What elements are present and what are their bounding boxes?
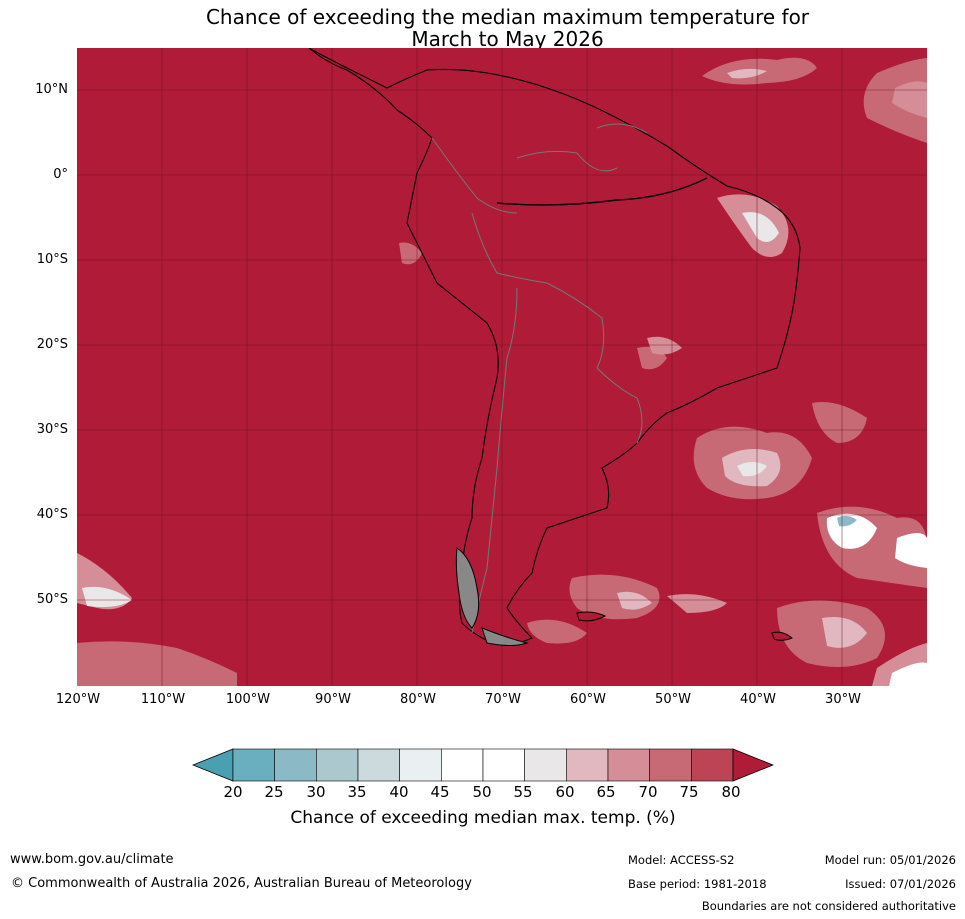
footer-base-period: Base period: 1981-2018 — [628, 877, 767, 891]
southern-islands — [455, 547, 793, 646]
coastline — [308, 48, 801, 645]
colorbar-tick: 30 — [306, 783, 326, 801]
colorbar-tick: 40 — [389, 783, 409, 801]
colorbar-tick: 80 — [721, 783, 741, 801]
colorbar-segment — [441, 748, 484, 782]
colorbar-tick: 60 — [555, 783, 575, 801]
lon-label: 40°W — [740, 692, 776, 707]
colorbar-segment — [357, 748, 400, 782]
colorbar-tick: 35 — [347, 783, 367, 801]
footer-model: Model: ACCESS-S2 — [628, 853, 735, 867]
map-title-line1: Chance of exceeding the median maximum t… — [205, 5, 810, 29]
footer-disclaimer: Boundaries are not considered authoritat… — [701, 899, 956, 913]
footer-url[interactable]: www.bom.gov.au/climate — [10, 852, 174, 867]
colorbar-tick: 20 — [223, 783, 243, 801]
colorbar-tick: 55 — [513, 783, 533, 801]
lon-label: 30°W — [825, 692, 861, 707]
colorbar-segment — [274, 748, 317, 782]
lat-label: 10°S — [36, 252, 68, 267]
colorbar-tick: 45 — [430, 783, 450, 801]
footer-issued: Issued: 07/01/2026 — [845, 877, 956, 891]
footer-copyright: © Commonwealth of Australia 2026, Austra… — [11, 876, 472, 891]
lon-label: 70°W — [485, 692, 521, 707]
colorbar-tick: 65 — [596, 783, 616, 801]
lon-label: 80°W — [400, 692, 436, 707]
colorbar-label: Chance of exceeding median max. temp. (%… — [290, 808, 676, 828]
colorbar-segment — [691, 748, 734, 782]
colorbar-segment — [399, 748, 442, 782]
anomaly-patches — [77, 57, 927, 686]
map-title-line2: March to May 2026 — [411, 27, 604, 51]
colorbar-segment — [232, 748, 275, 782]
lon-label: 120°W — [55, 692, 101, 707]
lon-label: 50°W — [655, 692, 691, 707]
lat-label: 40°S — [36, 507, 68, 522]
lon-label: 100°W — [225, 692, 271, 707]
amazon-river — [496, 177, 708, 206]
lon-label: 110°W — [140, 692, 186, 707]
lat-label: 20°S — [36, 337, 68, 352]
colorbar-segment — [607, 748, 650, 782]
graticule — [77, 48, 927, 686]
colorbar-extend-low — [192, 748, 234, 782]
colorbar-segment — [649, 748, 692, 782]
colorbar-segment — [316, 748, 359, 782]
colorbar — [192, 748, 774, 782]
colorbar-segment — [524, 748, 567, 782]
lat-label: 30°S — [36, 422, 68, 437]
colorbar-tick: 75 — [679, 783, 699, 801]
colorbar-tick: 25 — [264, 783, 284, 801]
colorbar-tick: 50 — [472, 783, 492, 801]
footer-model-run: Model run: 05/01/2026 — [824, 853, 956, 867]
country-boundaries — [431, 123, 648, 634]
lat-label: 50°S — [36, 592, 68, 607]
lon-label: 90°W — [315, 692, 351, 707]
map-frame — [77, 48, 927, 686]
probability-map — [77, 48, 927, 686]
lat-label: 10°N — [35, 82, 68, 97]
colorbar-extend-high — [732, 748, 774, 782]
colorbar-segment — [482, 748, 525, 782]
colorbar-tick: 70 — [638, 783, 658, 801]
lat-label: 0° — [53, 167, 68, 182]
lon-label: 60°W — [570, 692, 606, 707]
colorbar-segment — [566, 748, 609, 782]
